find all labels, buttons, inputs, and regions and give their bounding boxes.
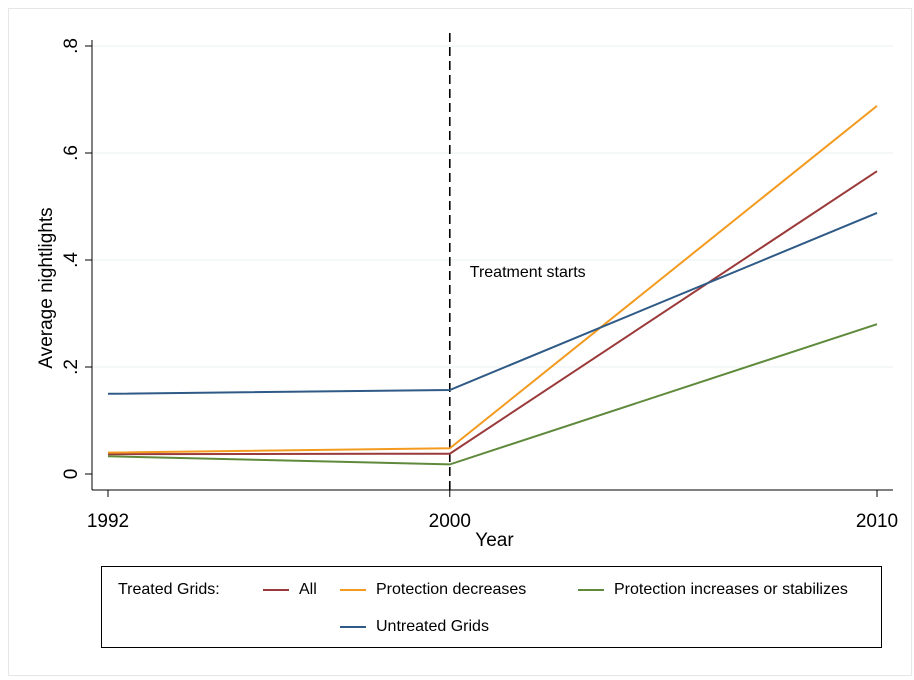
x-axis-title: Year [475,530,514,551]
legend-label-protection-increases: Protection increases or stabilizes [614,581,848,598]
series-lines [107,105,878,466]
y-axis-title: Average nightlights [36,207,57,368]
axis-labels: 0 .2 .4 .6 .8 1992 2000 2010 Year Average nightli… [36,38,898,551]
x-tick-label: 2000 [429,511,471,532]
legend-label-untreated-grids: Untreated Grids [376,618,489,635]
x-tick-label: 2010 [856,511,898,532]
series-line-protection-increases-or-stabilizes [107,323,878,466]
legend-item-all: All [263,581,317,599]
legend-title: Treated Grids: [118,581,220,598]
legend-item-protection-increases: Protection increases or stabilizes [578,581,848,599]
y-tick-label: .4 [61,252,82,268]
gridlines [93,45,893,368]
legend-item-untreated-grids: Untreated Grids [340,618,489,636]
legend-swatch-protection-decreases [340,589,366,591]
x-tick-label: 1992 [87,511,129,532]
y-tick-label: .8 [61,38,82,54]
legend-label-all: All [299,581,317,598]
legend-swatch-protection-increases [578,589,604,591]
y-tick-label: 0 [61,469,82,480]
series-line-all [107,170,878,456]
legend-swatch-untreated-grids [340,626,366,628]
legend-swatch-all [263,589,289,591]
series-line-untreated-grids [107,211,878,395]
axes [85,40,893,497]
y-tick-label: .6 [61,145,82,161]
y-tick-label: .2 [61,359,82,375]
legend: Treated Grids: All Protection decreases … [101,566,882,648]
treatment-annotation: Treatment starts [470,264,586,281]
legend-label-protection-decreases: Protection decreases [376,581,527,598]
legend-item-protection-decreases: Protection decreases [340,581,526,599]
series-line-protection-decreases [107,105,878,454]
